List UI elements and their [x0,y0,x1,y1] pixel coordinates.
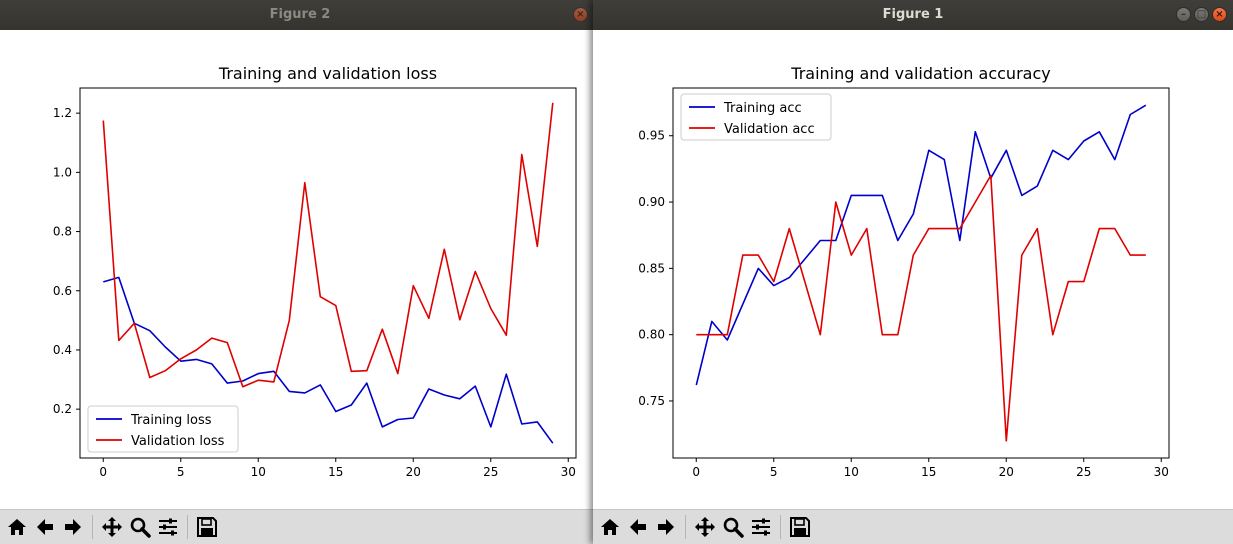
x-tick-label: 25 [483,465,498,479]
toolbar-separator [685,515,686,539]
home-icon[interactable] [3,513,31,541]
figure-2-window[interactable]: Figure 2 × Training and validation loss 0… [0,0,600,544]
close-icon[interactable]: × [573,7,588,22]
axes-frame [672,87,1170,459]
home-icon[interactable] [596,513,624,541]
back-icon[interactable] [624,513,652,541]
y-tick-label: 0.8 [53,225,72,239]
figure-2-title: Figure 2 [269,7,331,22]
series-line-validation [102,102,554,388]
toolbar-separator [92,515,93,539]
x-tick-label: 0 [692,465,700,479]
save-icon[interactable] [193,513,221,541]
x-tick-label: 30 [561,465,576,479]
figure-2-toolbar [0,509,600,544]
zoom-icon[interactable] [126,513,154,541]
x-tick-label: 0 [99,465,107,479]
legend-label: Validation acc [724,122,815,137]
y-tick-label: 0.6 [53,284,72,298]
figure-1-toolbar [593,509,1233,544]
y-tick-label: 0.95 [638,129,665,143]
toolbar-separator [780,515,781,539]
toolbar-separator [187,515,188,539]
back-icon[interactable] [31,513,59,541]
loss-chart: Training and validation loss 0 5 10 15 20 25 30… [53,64,577,479]
y-tick-label: 0.85 [638,261,665,275]
x-tick-label: 20 [406,465,421,479]
forward-icon[interactable] [652,513,680,541]
axes-frame [79,87,577,459]
series-line-validation [696,174,1146,442]
series-line-training [695,104,1147,386]
chart-title: Training and validation accuracy [790,64,1050,83]
chart-title: Training and validation loss [218,64,437,83]
figure-1-window[interactable]: Figure 1 – □ × Training and validation a… [593,0,1233,544]
y-tick-label: 0.80 [638,328,665,342]
y-tick-label: 1.0 [53,165,72,179]
figure-2-titlebar[interactable]: Figure 2 × [0,0,600,30]
x-tick-label: 20 [999,465,1014,479]
configure-subplots-icon[interactable] [747,513,775,541]
accuracy-chart: Training and validation accuracy 0 5 10 15 20… [638,64,1170,479]
minimize-icon[interactable]: – [1176,7,1191,22]
y-tick-label: 0.4 [53,343,72,357]
x-tick-label: 30 [1154,465,1169,479]
legend-box [87,405,239,453]
maximize-icon[interactable]: □ [1194,7,1209,22]
figure-1-titlebar[interactable]: Figure 1 – □ × [593,0,1233,30]
pan-icon[interactable] [98,513,126,541]
x-tick-label: 5 [770,465,778,479]
zoom-icon[interactable] [719,513,747,541]
close-icon[interactable]: × [1212,7,1227,22]
legend-box [680,93,832,141]
y-tick-label: 0.2 [53,402,72,416]
figure-1-title: Figure 1 [882,7,944,22]
x-tick-label: 10 [844,465,859,479]
configure-subplots-icon[interactable] [154,513,182,541]
pan-icon[interactable] [691,513,719,541]
legend-label: Validation loss [131,434,225,449]
x-tick-label: 5 [177,465,185,479]
legend: Training acc Validation acc [680,93,832,141]
x-tick-label: 10 [251,465,266,479]
y-tick-label: 1.2 [53,106,72,120]
forward-icon[interactable] [59,513,87,541]
x-tick-label: 25 [1076,465,1091,479]
y-tick-label: 0.90 [638,195,665,209]
legend-label: Training acc [723,101,802,116]
y-tick-label: 0.75 [638,394,665,408]
save-icon[interactable] [786,513,814,541]
x-tick-label: 15 [921,465,936,479]
x-tick-label: 15 [328,465,343,479]
legend-label: Training loss [130,413,212,428]
series-line-training [103,276,554,444]
legend: Training loss Validation loss [87,405,239,453]
